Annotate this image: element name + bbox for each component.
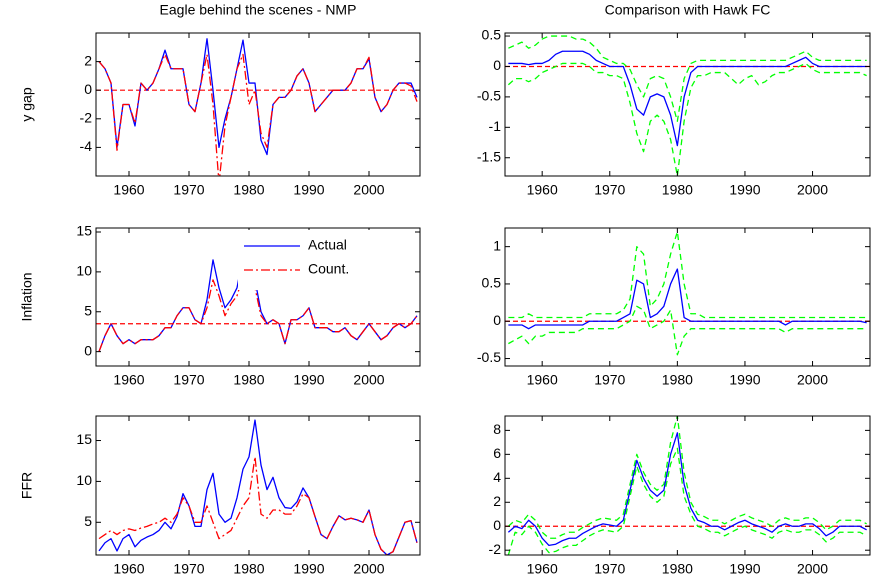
x-tick-label: 2000 bbox=[797, 182, 828, 198]
x-tick-label: 1970 bbox=[594, 182, 625, 198]
y-tick-label: -1 bbox=[489, 118, 502, 134]
y-tick-label: 15 bbox=[76, 431, 92, 447]
y-tick-label: -0.5 bbox=[477, 88, 501, 104]
x-tick-label: 1960 bbox=[527, 182, 558, 198]
y-tick-label: 0 bbox=[493, 57, 501, 73]
y-tick-label: 1 bbox=[493, 237, 501, 253]
legend-box bbox=[238, 230, 370, 290]
x-tick-label: 1980 bbox=[662, 182, 693, 198]
y-tick-label: 0 bbox=[84, 81, 92, 97]
y-axis-label: y gap bbox=[19, 87, 35, 121]
x-tick-label: 2000 bbox=[797, 561, 828, 577]
series-line bbox=[508, 268, 867, 330]
x-tick-label: 1990 bbox=[729, 182, 760, 198]
x-tick-label: 1970 bbox=[594, 561, 625, 577]
y-tick-label: 8 bbox=[493, 421, 501, 437]
y-tick-label: 10 bbox=[76, 263, 92, 279]
plot-area bbox=[505, 231, 870, 356]
x-tick-label: 1960 bbox=[113, 372, 144, 388]
axes-box bbox=[95, 415, 421, 556]
x-tick-label: 2000 bbox=[353, 561, 384, 577]
x-tick-label: 1970 bbox=[173, 561, 204, 577]
y-tick-label: 15 bbox=[76, 223, 92, 239]
y-tick-label: 0 bbox=[84, 342, 92, 358]
x-tick-label: 1960 bbox=[527, 372, 558, 388]
y-axis-label: FFR bbox=[19, 472, 35, 499]
series-line bbox=[507, 62, 867, 176]
y-tick-label: 5 bbox=[84, 302, 92, 318]
y-tick-label: 0.5 bbox=[482, 27, 502, 43]
y-tick-label: 5 bbox=[84, 513, 92, 529]
axes-box bbox=[95, 32, 421, 177]
y-tick-label: 6 bbox=[493, 445, 501, 461]
y-tick-label: 0.5 bbox=[482, 275, 502, 291]
x-tick-label: 1990 bbox=[293, 561, 324, 577]
y-tick-label: -4 bbox=[80, 138, 93, 154]
axes-box bbox=[95, 227, 421, 367]
x-tick-label: 2000 bbox=[353, 182, 384, 198]
y-tick-label: 0 bbox=[493, 517, 501, 533]
y-tick-label: -0.5 bbox=[477, 349, 501, 365]
axes-box bbox=[504, 415, 871, 556]
x-tick-label: 1970 bbox=[594, 372, 625, 388]
x-tick-label: 2000 bbox=[797, 372, 828, 388]
series-line bbox=[507, 432, 867, 547]
x-tick-label: 1960 bbox=[113, 182, 144, 198]
x-tick-label: 1980 bbox=[233, 561, 264, 577]
series-line bbox=[508, 231, 867, 319]
series-line bbox=[98, 53, 418, 176]
series-line bbox=[98, 456, 418, 555]
x-tick-label: 1970 bbox=[173, 372, 204, 388]
plot-area bbox=[96, 239, 420, 352]
plot-area bbox=[505, 35, 870, 176]
x-tick-label: 1990 bbox=[293, 372, 324, 388]
series-line bbox=[507, 416, 867, 539]
x-tick-label: 2000 bbox=[353, 372, 384, 388]
y-tick-label: 0 bbox=[493, 312, 501, 328]
y-tick-label: 2 bbox=[493, 493, 501, 509]
x-tick-label: 1990 bbox=[729, 372, 760, 388]
plot-area bbox=[98, 419, 418, 555]
x-tick-label: 1980 bbox=[662, 372, 693, 388]
x-tick-label: 1960 bbox=[527, 561, 558, 577]
x-tick-label: 1990 bbox=[293, 182, 324, 198]
y-tick-label: -1.5 bbox=[477, 148, 501, 164]
y-tick-label: -2 bbox=[489, 541, 502, 557]
y-axis-label: Inflation bbox=[19, 272, 35, 321]
y-tick-label: 2 bbox=[84, 52, 92, 68]
y-tick-label: 10 bbox=[76, 472, 92, 488]
legend-label: Count. bbox=[308, 261, 349, 277]
x-tick-label: 1990 bbox=[729, 561, 760, 577]
series-line bbox=[98, 271, 418, 352]
plot-area bbox=[96, 38, 420, 176]
panel-title: Comparison with Hawk FC bbox=[605, 2, 771, 18]
y-tick-label: 4 bbox=[493, 469, 501, 485]
x-tick-label: 1960 bbox=[113, 561, 144, 577]
x-tick-label: 1980 bbox=[233, 372, 264, 388]
series-line bbox=[508, 35, 867, 122]
series-line bbox=[507, 447, 867, 555]
legend-label: Actual bbox=[308, 237, 347, 253]
series-line bbox=[508, 50, 867, 147]
panel-title: Eagle behind the scenes - NMP bbox=[160, 2, 357, 18]
x-tick-label: 1980 bbox=[662, 561, 693, 577]
axes-box bbox=[504, 227, 871, 367]
x-tick-label: 1980 bbox=[233, 182, 264, 198]
plot-area bbox=[505, 416, 870, 555]
y-tick-label: -2 bbox=[80, 110, 93, 126]
axes-box bbox=[504, 32, 871, 177]
x-tick-label: 1970 bbox=[173, 182, 204, 198]
